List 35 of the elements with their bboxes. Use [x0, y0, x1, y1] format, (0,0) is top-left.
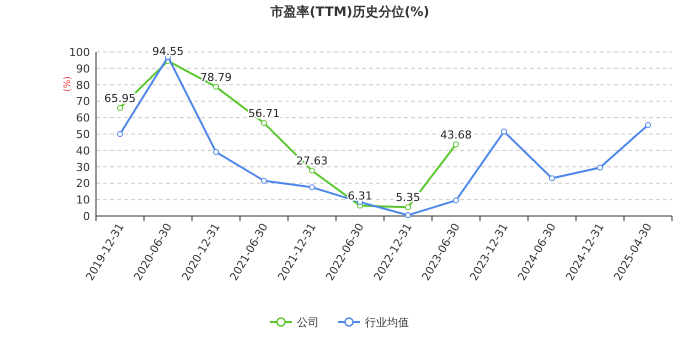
data-label: 94.55 — [152, 44, 184, 58]
y-tick-label: 90 — [76, 62, 90, 76]
point — [117, 131, 123, 137]
legend-label: 公司 — [297, 316, 319, 329]
y-tick-label: 20 — [76, 177, 90, 190]
y-tick-label: 70 — [76, 95, 90, 108]
point — [453, 141, 459, 148]
point — [549, 175, 555, 182]
point — [309, 168, 315, 174]
y-tick-label: 40 — [76, 144, 90, 158]
data-label: 6.31 — [348, 190, 372, 203]
point — [117, 104, 123, 111]
point — [309, 184, 315, 190]
point — [213, 84, 219, 90]
point — [261, 120, 267, 126]
point — [501, 128, 507, 135]
y-axis-title: (%) — [63, 76, 73, 92]
chart-title: 市盈率(TTM)历史分位(%) — [270, 4, 430, 20]
y-tick-label: 60 — [76, 112, 90, 125]
y-tick-label: 80 — [76, 78, 90, 92]
data-label: 43.68 — [440, 128, 472, 142]
point — [405, 212, 411, 218]
point — [405, 204, 411, 210]
y-tick-label: 30 — [76, 160, 90, 174]
y-tick-label: 0 — [83, 210, 90, 223]
point — [261, 178, 267, 184]
legend-label: 行业均值 — [365, 316, 409, 329]
point — [453, 197, 459, 204]
point — [645, 122, 651, 128]
y-tick-label: 10 — [76, 194, 90, 207]
y-tick-label: 50 — [76, 128, 90, 141]
y-tick-label: 100 — [69, 46, 90, 59]
data-label: 78.79 — [200, 70, 232, 84]
point — [597, 164, 603, 171]
point — [213, 149, 219, 156]
